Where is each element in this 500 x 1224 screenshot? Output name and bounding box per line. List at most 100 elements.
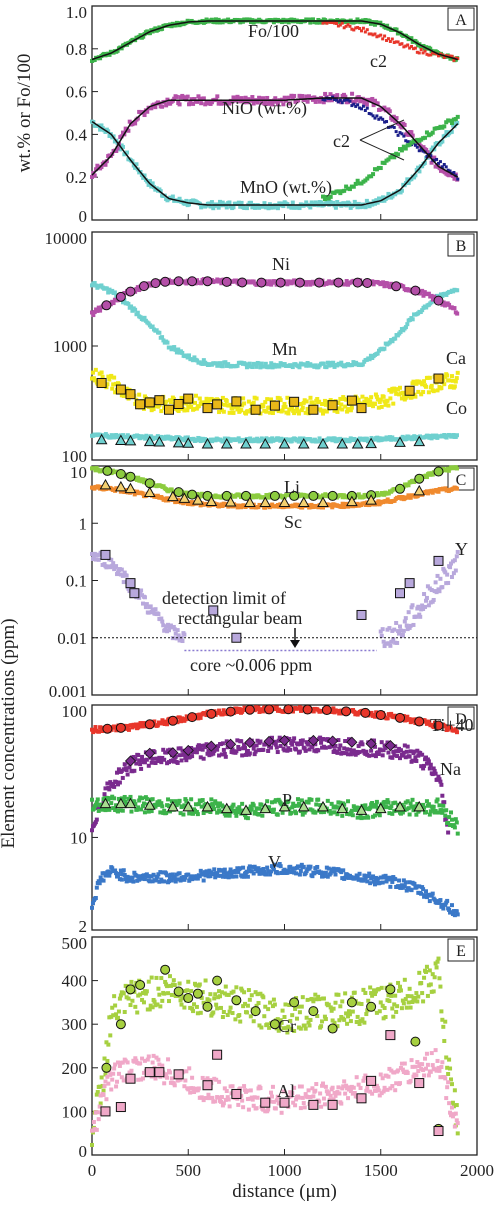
data-point — [332, 94, 337, 99]
data-point — [403, 146, 408, 151]
data-point — [356, 26, 360, 30]
data-point — [270, 365, 275, 370]
data-point — [247, 17, 252, 22]
data-point — [404, 623, 409, 628]
data-point — [339, 360, 344, 365]
data-point — [213, 992, 218, 997]
data-point — [299, 408, 304, 413]
data-point — [112, 994, 117, 999]
data-point — [143, 991, 148, 996]
data-point — [234, 874, 239, 879]
data-point — [430, 772, 435, 777]
data-point — [454, 433, 459, 438]
data-point — [223, 874, 228, 879]
data-point — [96, 305, 101, 310]
data-point — [204, 713, 209, 718]
ca-marker — [154, 395, 165, 406]
data-point — [402, 743, 407, 748]
data-point — [271, 867, 276, 872]
data-point — [200, 361, 205, 366]
data-point — [275, 871, 280, 876]
data-point — [266, 282, 271, 287]
data-point — [166, 797, 171, 802]
data-point — [131, 163, 136, 168]
data-point — [360, 29, 363, 33]
data-point — [203, 20, 208, 25]
data-point — [91, 806, 96, 811]
data-point — [319, 495, 324, 500]
p-marker — [374, 802, 387, 814]
data-point — [99, 370, 104, 375]
data-point — [334, 98, 338, 102]
data-point — [430, 472, 435, 477]
data-point — [230, 747, 235, 752]
data-point — [421, 766, 426, 771]
ti-marker — [115, 722, 126, 733]
data-point — [363, 803, 368, 808]
data-point — [382, 799, 387, 804]
ni-marker — [333, 277, 344, 288]
data-point — [434, 433, 439, 438]
co-marker — [259, 438, 272, 449]
data-point — [393, 800, 398, 805]
data-point — [303, 748, 308, 753]
c2-pointer — [359, 119, 405, 141]
data-point — [172, 96, 177, 101]
data-point — [235, 738, 240, 743]
data-point — [141, 34, 146, 39]
data-point — [215, 710, 220, 715]
data-point — [278, 864, 283, 869]
data-point — [110, 288, 115, 293]
data-point — [372, 98, 377, 103]
data-point — [141, 721, 146, 726]
data-point — [325, 360, 330, 365]
data-point — [289, 439, 294, 444]
y-tick-label: 0.6 — [66, 83, 87, 102]
data-point — [146, 979, 151, 984]
data-point — [381, 280, 386, 285]
na-label: Na — [440, 759, 461, 779]
data-point — [391, 114, 396, 119]
data-point — [407, 754, 412, 759]
data-point — [99, 1075, 104, 1080]
data-point — [103, 786, 108, 791]
data-point — [255, 436, 260, 441]
data-point — [421, 293, 426, 298]
data-point — [426, 390, 431, 395]
ti-marker — [206, 708, 217, 719]
y-tick-label: 100 — [62, 702, 88, 721]
data-point — [344, 397, 349, 402]
sc-label: Sc — [284, 512, 302, 532]
data-point — [195, 99, 200, 104]
data-point — [130, 875, 135, 880]
panel-letter-box — [447, 7, 475, 31]
data-point — [308, 505, 313, 510]
data-point — [310, 874, 315, 879]
data-point — [150, 324, 155, 329]
data-point — [261, 96, 266, 101]
data-point — [171, 396, 176, 401]
data-point — [331, 95, 335, 99]
data-point — [123, 474, 128, 479]
data-point — [111, 301, 116, 306]
data-point — [321, 100, 326, 105]
data-point — [112, 290, 117, 295]
data-point — [173, 23, 178, 28]
data-point — [246, 806, 251, 811]
data-point — [90, 551, 94, 556]
data-point — [432, 155, 437, 160]
y-tick-label: 0.01 — [57, 629, 87, 648]
data-point — [285, 748, 290, 753]
data-point — [265, 397, 270, 402]
data-point — [394, 40, 398, 44]
co-marker — [297, 438, 310, 449]
li-marker — [173, 487, 184, 498]
data-point — [169, 992, 174, 997]
data-point — [428, 46, 433, 51]
data-point — [299, 708, 304, 713]
ti-marker — [102, 723, 113, 734]
data-point — [120, 775, 125, 780]
data-point — [316, 797, 321, 802]
series-c2-fo- — [321, 20, 460, 62]
data-point — [405, 322, 410, 327]
